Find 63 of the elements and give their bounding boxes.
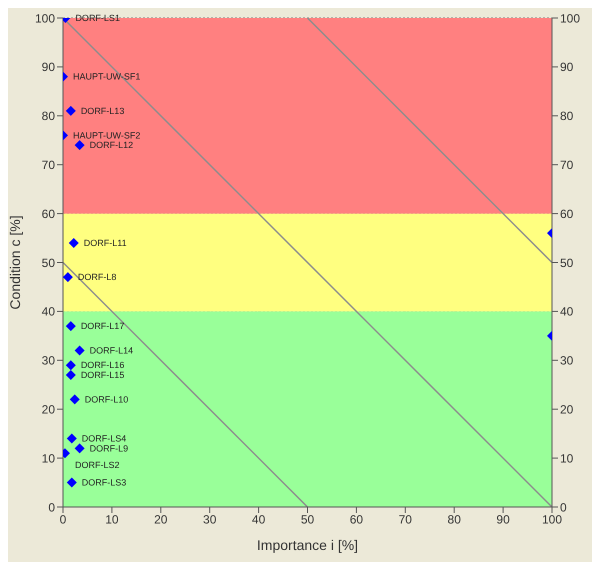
y-axis-title: Condition c [%] (6, 215, 23, 310)
point (66, 321, 76, 332)
y2-tick-label: 70 (560, 158, 574, 172)
point (74, 140, 85, 150)
annotation: DORF-L17 (80, 321, 124, 332)
point (66, 360, 76, 370)
y2-tick-label: 50 (560, 256, 574, 270)
y-tick-label: 10 (42, 451, 56, 466)
x-tick-label: 40 (252, 512, 266, 527)
annotation: DORF-L12 (90, 140, 134, 150)
point (63, 272, 73, 282)
x-tick-label: 60 (350, 512, 364, 527)
y-tick-label: 90 (42, 60, 56, 74)
point (70, 394, 80, 404)
annotation: DORF-L13 (80, 106, 124, 116)
point (74, 346, 85, 356)
point (66, 478, 77, 488)
y2-tick-label: 90 (560, 60, 574, 74)
annotation: DORF-L16 (80, 360, 124, 370)
y2-tick-label: 80 (560, 109, 574, 124)
annotation: DORF-L14 (90, 346, 134, 356)
y2-tick-label: 100 (560, 11, 580, 26)
y2-tick-label: 30 (560, 354, 574, 368)
annotation: DORF-L9 (90, 443, 128, 454)
y-tick-label: 60 (42, 206, 56, 221)
x-axis-title: Importance i [%] (256, 537, 358, 553)
x-tick-label: 70 (398, 512, 412, 527)
y2-tick-label: 0 (560, 500, 567, 514)
x-tick-label: 0 (60, 512, 67, 527)
y-tick-label: 30 (42, 354, 56, 368)
point (66, 370, 76, 380)
annotation: DORF-L8 (78, 272, 116, 282)
y2-tick-label: 20 (560, 402, 574, 416)
point (66, 434, 77, 444)
annotation: HAUPT-UW-SF1 (73, 72, 140, 82)
y2-tick-label: 40 (560, 304, 574, 319)
y-tick-label: 70 (42, 158, 56, 172)
y-tick-label: 50 (42, 256, 56, 270)
y2-tick-label: 60 (560, 206, 574, 221)
x-tick-label: 80 (448, 512, 462, 527)
x-tick-label: 30 (203, 512, 217, 527)
point (68, 238, 79, 248)
annotation: DORF-LS1 (75, 13, 120, 23)
y-tick-label: 0 (48, 500, 56, 514)
point (66, 106, 76, 116)
annotation: DORF-L11 (84, 238, 127, 248)
y-tick-label: 80 (42, 109, 56, 124)
annotation: DORF-L15 (80, 370, 124, 380)
x-tick-label: 20 (154, 512, 168, 527)
x-tick-label: 90 (496, 512, 510, 527)
annotation: DORF-LS2 (74, 460, 120, 470)
x-tick-label: 50 (300, 512, 314, 527)
point (74, 443, 85, 454)
annotation: HAUPT-UW-SF2 (73, 130, 140, 140)
y-tick-label: 100 (34, 11, 56, 26)
x-tick-label: 10 (105, 512, 119, 527)
annotation: DORF-L10 (84, 394, 128, 404)
annotation: DORF-LS3 (82, 478, 126, 488)
annotation: DORF-LS4 (82, 434, 126, 444)
y2-tick-label: 10 (560, 451, 574, 466)
y-tick-label: 40 (42, 304, 56, 319)
x-tick-label: 100 (542, 512, 562, 527)
y-tick-label: 20 (42, 402, 56, 416)
